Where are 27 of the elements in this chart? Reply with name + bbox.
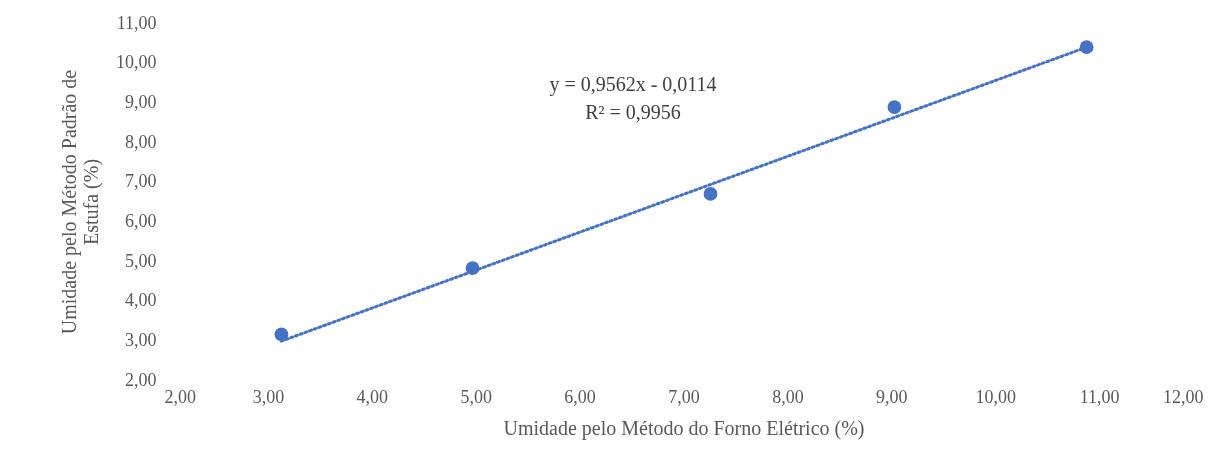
annotation: y = 0,9562x - 0,0114 xyxy=(549,73,717,96)
x-tick-label: 7,00 xyxy=(668,386,700,407)
x-tick-label: 11,00 xyxy=(1079,386,1120,407)
x-tick-label: 2,00 xyxy=(164,386,196,407)
y-tick-label: 3,00 xyxy=(125,329,157,350)
point xyxy=(703,187,718,201)
y-tick-label: 5,00 xyxy=(125,250,157,271)
x-tick-label: 10,00 xyxy=(975,386,1016,407)
y-tick-label: 8,00 xyxy=(125,131,157,152)
y-tick-label: 2,00 xyxy=(125,369,157,390)
y-tick-label: 6,00 xyxy=(125,210,157,231)
point xyxy=(887,100,902,114)
x-tick-label: 5,00 xyxy=(460,386,492,407)
y-tick-label: 9,00 xyxy=(125,91,157,112)
y-tick-label: 11,00 xyxy=(116,12,157,33)
x-tick-label: 3,00 xyxy=(252,386,285,407)
x-tick-label: 8,00 xyxy=(772,386,804,407)
y-tick-label: 4,00 xyxy=(125,290,157,311)
y-tick-label: 7,00 xyxy=(125,171,157,192)
x-tick-label: 4,00 xyxy=(356,386,389,407)
x-axis-title: Umidade pelo Método do Forno Elétrico (%) xyxy=(503,416,865,440)
x-tick-label: 9,00 xyxy=(876,386,908,407)
x-tick-label: 12,00 xyxy=(1163,386,1204,407)
annotation: R² = 0,9956 xyxy=(585,101,681,123)
x-tick-label: 6,00 xyxy=(564,386,596,407)
y-tick-label: 10,00 xyxy=(116,52,157,73)
y-axis-title: Umidade pelo Método Padrão de Estufa (%) xyxy=(58,69,103,335)
